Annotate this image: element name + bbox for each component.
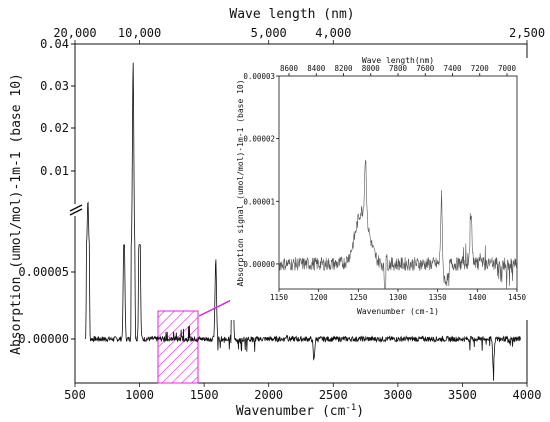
axis-break-marks bbox=[69, 204, 83, 216]
x-tick-label-500: 500 bbox=[64, 388, 86, 402]
inset-x-tick-label-1450: 1450 bbox=[508, 293, 527, 302]
inset-x-tick-label-1400: 1400 bbox=[468, 293, 487, 302]
x-tick-label-1000: 1000 bbox=[125, 388, 154, 402]
inset-top-tick-label-7600: 7600 bbox=[416, 64, 435, 73]
main-x-axis-label: Wavenumber (cm-1) bbox=[236, 403, 364, 419]
inset-chart: Wave length(nm) Wavenumber (cm-1) Absorp… bbox=[230, 56, 530, 320]
inset-y-tick-label-0.00001: 0.00001 bbox=[243, 197, 275, 206]
inset-y-axis-label: Absorption signal (umol/mol)-1m-1 (base … bbox=[236, 79, 245, 286]
inset-x-tick-label-1300: 1300 bbox=[389, 293, 408, 302]
y-tick-label-0.01: 0.01 bbox=[40, 164, 69, 178]
highlight-region bbox=[157, 310, 199, 384]
top-tick-label-4,000: 4,000 bbox=[315, 26, 351, 40]
inset-top-tick-label-8000: 8000 bbox=[362, 64, 381, 73]
y-tick-label-0.02: 0.02 bbox=[40, 121, 69, 135]
y-tick-label-5e-5: 0.00005 bbox=[18, 265, 69, 279]
inset-top-tick-label-7400: 7400 bbox=[443, 64, 462, 73]
inset-y-tick-label-0.00002: 0.00002 bbox=[243, 135, 275, 144]
inset-x-tick-label-1350: 1350 bbox=[429, 293, 448, 302]
inset-top-tick-label-7800: 7800 bbox=[389, 64, 408, 73]
inset-top-tick-label-8400: 8400 bbox=[307, 64, 326, 73]
x-tick-label-1500: 1500 bbox=[190, 388, 219, 402]
x-tick-label-2500: 2500 bbox=[319, 388, 348, 402]
main-spectrum-line bbox=[84, 62, 521, 381]
inset-y-tick-label-0.00003: 0.00003 bbox=[243, 72, 275, 81]
main-x-ticks: 500 1000 1500 2000 2500 3000 3500 4000 bbox=[64, 383, 541, 402]
y-tick-label-0.04: 0.04 bbox=[40, 37, 69, 51]
inset-x-ticks: 1150 1200 1250 1300 1350 1400 1450 bbox=[270, 289, 527, 302]
x-tick-label-3000: 3000 bbox=[383, 388, 412, 402]
inset-top-tick-label-7000: 7000 bbox=[498, 64, 517, 73]
inset-x-tick-label-1150: 1150 bbox=[270, 293, 289, 302]
inset-x-axis-label: Wavenumber (cm-1) bbox=[357, 307, 439, 316]
top-tick-label-2,500: 2,500 bbox=[509, 26, 545, 40]
inset-top-axis-label: Wave length(nm) bbox=[362, 56, 434, 65]
main-top-axis-label: Wave length (nm) bbox=[229, 7, 354, 22]
inset-y-tick-label-0.00000: 0.00000 bbox=[243, 260, 275, 269]
inset-top-tick-label-8600: 8600 bbox=[280, 64, 299, 73]
main-y-ticks: 0.00000 0.00005 0.01 0.02 0.03 0.04 bbox=[18, 37, 75, 346]
top-tick-label-5,000: 5,000 bbox=[251, 26, 287, 40]
main-top-ticks: 20,000 10,000 5,000 4,000 2,500 bbox=[53, 26, 545, 44]
top-tick-label-10,000: 10,000 bbox=[118, 26, 161, 40]
inset-top-ticks: 8600 8400 8200 8000 7800 7600 7400 7200 7000 bbox=[280, 64, 517, 76]
inset-top-tick-label-7200: 7200 bbox=[471, 64, 490, 73]
inset-y-ticks: 0.00000 0.00001 0.00002 0.00003 bbox=[243, 72, 279, 269]
main-chart: Wave length (nm) Absorption (umol/mol)-1… bbox=[9, 7, 545, 419]
x-tick-label-2000: 2000 bbox=[254, 388, 283, 402]
inset-top-tick-label-8200: 8200 bbox=[334, 64, 353, 73]
top-tick-label-20,000: 20,000 bbox=[53, 26, 96, 40]
main-y-axis-label: Absorption (umol/mol)-1m-1 (base 10) bbox=[9, 73, 24, 355]
y-tick-label-0.03: 0.03 bbox=[40, 79, 69, 93]
x-tick-label-3500: 3500 bbox=[448, 388, 477, 402]
inset-spectrum-line bbox=[278, 159, 518, 290]
inset-x-tick-label-1250: 1250 bbox=[349, 293, 368, 302]
inset-x-tick-label-1200: 1200 bbox=[310, 293, 329, 302]
x-tick-label-4000: 4000 bbox=[513, 388, 542, 402]
inset-background bbox=[230, 58, 530, 320]
y-tick-label-0: 0.00000 bbox=[18, 332, 69, 346]
